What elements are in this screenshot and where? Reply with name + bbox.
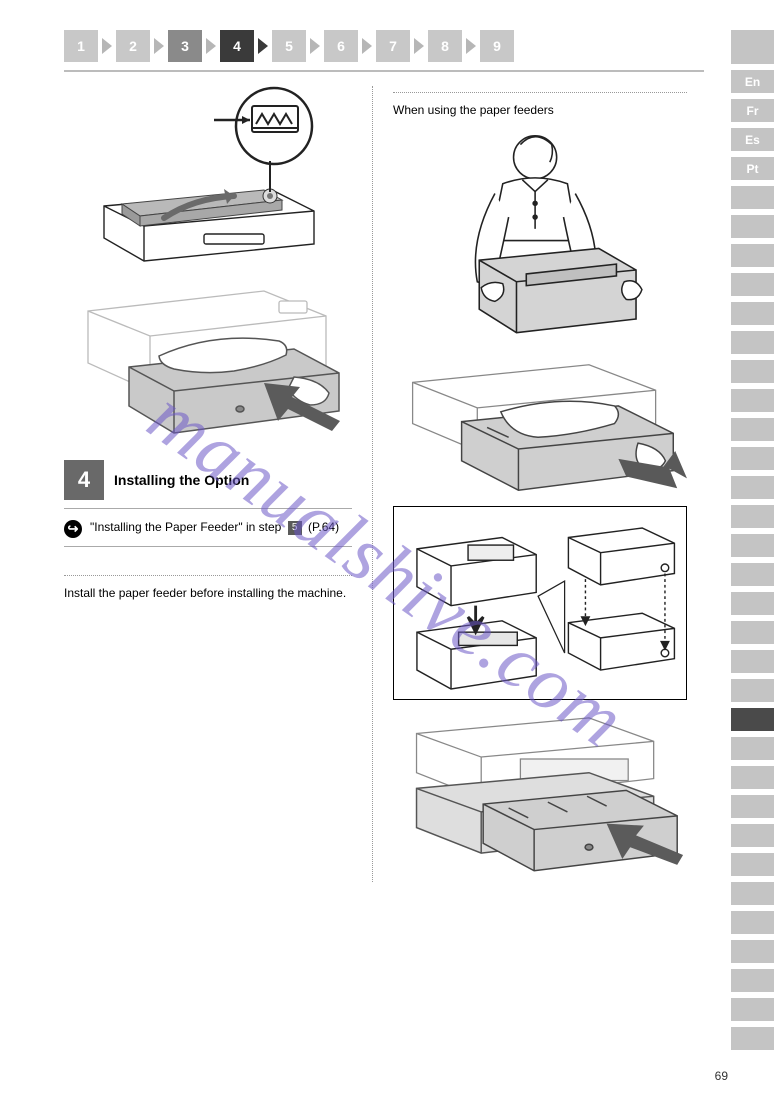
section-header-step4: 4 Installing the Option bbox=[64, 460, 352, 500]
tab[interactable] bbox=[731, 418, 774, 441]
step-nav: 1 2 3 4 5 6 7 8 9 bbox=[64, 30, 704, 62]
tab[interactable] bbox=[731, 331, 774, 354]
illustration-tray-load-line bbox=[64, 86, 352, 266]
dotted-divider bbox=[393, 92, 687, 93]
tab[interactable] bbox=[731, 30, 774, 64]
right-column: When using the paper feeders bbox=[372, 86, 687, 882]
language-tabs: En Fr Es Pt bbox=[731, 30, 774, 1050]
tab[interactable] bbox=[731, 766, 774, 789]
tab[interactable] bbox=[731, 737, 774, 760]
step-3: 3 bbox=[168, 30, 202, 62]
tab[interactable] bbox=[731, 447, 774, 470]
divider bbox=[64, 508, 352, 509]
step-5: 5 bbox=[272, 30, 306, 62]
tab[interactable] bbox=[731, 302, 774, 325]
step-number-badge: 4 bbox=[64, 460, 104, 500]
tab[interactable]: Pt bbox=[731, 157, 774, 180]
tab[interactable] bbox=[731, 998, 774, 1021]
step-7: 7 bbox=[376, 30, 410, 62]
tab[interactable] bbox=[731, 476, 774, 499]
divider bbox=[64, 70, 704, 72]
tab[interactable] bbox=[731, 621, 774, 644]
divider bbox=[64, 546, 352, 547]
illustration-pull-tray bbox=[393, 353, 687, 490]
tab[interactable] bbox=[731, 882, 774, 905]
tab[interactable] bbox=[731, 911, 774, 934]
illustration-insert-tray bbox=[64, 271, 352, 441]
caption: Install the paper feeder before installi… bbox=[64, 586, 352, 600]
tab[interactable] bbox=[731, 273, 774, 296]
tab[interactable] bbox=[731, 679, 774, 702]
chevron-icon bbox=[414, 38, 424, 54]
chevron-icon bbox=[154, 38, 164, 54]
tab[interactable] bbox=[731, 215, 774, 238]
tab[interactable] bbox=[731, 795, 774, 818]
step-9: 9 bbox=[480, 30, 514, 62]
tab[interactable]: En bbox=[731, 70, 774, 93]
step-4: 4 bbox=[220, 30, 254, 62]
illustration-push-tray-stacked bbox=[393, 710, 687, 877]
tab[interactable] bbox=[731, 1027, 774, 1050]
tab-active[interactable] bbox=[731, 708, 774, 731]
tab[interactable] bbox=[731, 650, 774, 673]
chevron-icon bbox=[362, 38, 372, 54]
illustration-stack-alignment bbox=[393, 506, 687, 701]
tab[interactable] bbox=[731, 186, 774, 209]
tab[interactable] bbox=[731, 853, 774, 876]
tab[interactable] bbox=[731, 244, 774, 267]
chevron-icon bbox=[466, 38, 476, 54]
page-number: 69 bbox=[715, 1069, 728, 1083]
tab[interactable] bbox=[731, 534, 774, 557]
tab[interactable] bbox=[731, 389, 774, 412]
tab[interactable] bbox=[731, 563, 774, 586]
reference-icon: ↪ bbox=[64, 520, 82, 538]
page-badge: 5 bbox=[288, 521, 302, 535]
tab[interactable] bbox=[731, 969, 774, 992]
tab[interactable] bbox=[731, 940, 774, 963]
left-column: 4 Installing the Option ↪ "Installing th… bbox=[64, 86, 352, 882]
tab[interactable]: Es bbox=[731, 128, 774, 151]
tab[interactable] bbox=[731, 824, 774, 847]
caption: When using the paper feeders bbox=[393, 103, 687, 117]
chevron-icon bbox=[102, 38, 112, 54]
cross-reference: ↪ "Installing the Paper Feeder" in step … bbox=[64, 519, 352, 538]
step-1: 1 bbox=[64, 30, 98, 62]
chevron-icon bbox=[206, 38, 216, 54]
tab[interactable] bbox=[731, 592, 774, 615]
tab[interactable] bbox=[731, 360, 774, 383]
tab[interactable]: Fr bbox=[731, 99, 774, 122]
step-8: 8 bbox=[428, 30, 462, 62]
reference-text: "Installing the Paper Feeder" in step 5 … bbox=[90, 519, 339, 535]
step-6: 6 bbox=[324, 30, 358, 62]
chevron-icon bbox=[310, 38, 320, 54]
tab[interactable] bbox=[731, 505, 774, 528]
chevron-icon bbox=[258, 38, 268, 54]
step-2: 2 bbox=[116, 30, 150, 62]
illustration-person-carry-feeder bbox=[393, 123, 687, 348]
dotted-divider bbox=[64, 575, 352, 576]
section-title: Installing the Option bbox=[114, 472, 249, 488]
